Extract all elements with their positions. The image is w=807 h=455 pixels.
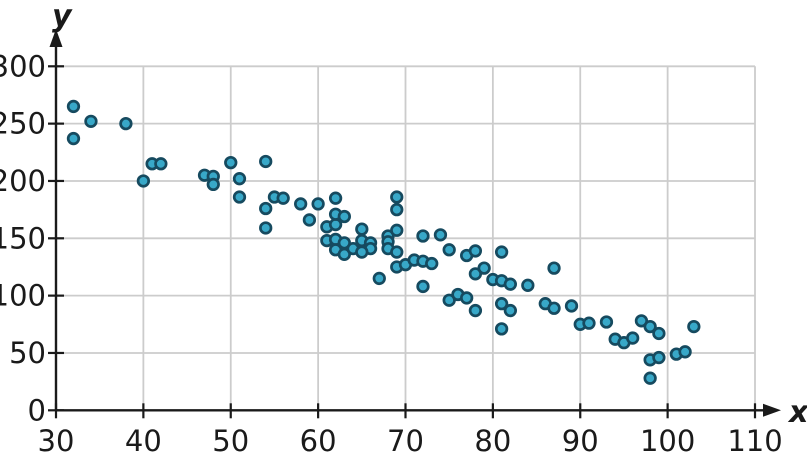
data-point bbox=[206, 177, 220, 192]
y-tick-label: 250 bbox=[0, 107, 46, 141]
y-tick-label: 0 bbox=[28, 393, 46, 427]
y-tick-label: 150 bbox=[0, 221, 46, 255]
data-point bbox=[119, 116, 133, 131]
data-point bbox=[328, 191, 343, 205]
x-tick-label: 30 bbox=[38, 424, 75, 455]
data-point bbox=[232, 190, 247, 204]
data-point bbox=[468, 244, 483, 258]
data-point bbox=[66, 99, 81, 114]
data-point bbox=[276, 191, 290, 205]
data-point bbox=[494, 245, 509, 259]
data-point bbox=[224, 155, 238, 170]
x-axis-title: x bbox=[789, 395, 807, 430]
data-point bbox=[259, 154, 273, 169]
data-point bbox=[477, 261, 491, 275]
data-point bbox=[425, 256, 439, 271]
data-point bbox=[416, 279, 430, 294]
data-point bbox=[136, 174, 151, 188]
y-tick-label: 200 bbox=[0, 164, 46, 198]
y-axis-title: y bbox=[52, 0, 72, 34]
data-point bbox=[521, 278, 535, 292]
data-point bbox=[643, 371, 657, 385]
x-tick-label: 60 bbox=[300, 424, 337, 455]
data-point bbox=[652, 326, 666, 341]
data-point bbox=[311, 197, 325, 211]
data-point bbox=[232, 172, 247, 186]
y-axis-arrowhead bbox=[49, 29, 63, 47]
x-tick-label: 110 bbox=[727, 424, 782, 455]
data-point bbox=[652, 350, 666, 365]
data-point bbox=[634, 314, 649, 328]
data-point bbox=[337, 209, 351, 224]
data-point bbox=[355, 245, 369, 259]
x-tick-label: 50 bbox=[212, 424, 249, 455]
data-point bbox=[643, 319, 657, 334]
x-axis-arrowhead bbox=[763, 403, 781, 417]
data-point bbox=[678, 345, 692, 359]
data-point bbox=[442, 293, 456, 307]
data-point bbox=[503, 277, 518, 291]
data-point bbox=[390, 190, 404, 204]
data-point bbox=[626, 331, 640, 345]
x-tick-label: 100 bbox=[640, 424, 695, 455]
data-point bbox=[687, 319, 701, 334]
data-point bbox=[66, 131, 81, 146]
x-tick-label: 40 bbox=[125, 424, 162, 455]
data-point bbox=[372, 271, 386, 286]
data-point bbox=[355, 222, 369, 236]
data-point bbox=[294, 197, 308, 211]
x-tick-label: 90 bbox=[562, 424, 599, 455]
data-point bbox=[547, 301, 561, 315]
data-point bbox=[84, 114, 98, 128]
y-tick-label: 50 bbox=[9, 336, 46, 370]
data-point bbox=[494, 322, 509, 336]
data-point bbox=[390, 245, 404, 259]
data-point bbox=[442, 243, 456, 257]
data-point bbox=[494, 297, 509, 311]
data-point bbox=[599, 315, 614, 329]
data-point bbox=[390, 223, 404, 237]
data-point bbox=[390, 202, 404, 217]
data-point bbox=[582, 316, 596, 330]
data-point bbox=[259, 201, 273, 216]
data-point bbox=[302, 213, 317, 227]
y-tick-label: 100 bbox=[0, 279, 46, 313]
y-tick-label: 300 bbox=[0, 49, 46, 83]
data-point bbox=[337, 247, 351, 262]
data-point bbox=[154, 157, 168, 171]
data-point bbox=[259, 221, 273, 235]
data-point bbox=[416, 229, 430, 243]
data-point bbox=[564, 299, 579, 313]
data-point bbox=[433, 228, 448, 242]
data-point bbox=[460, 291, 474, 305]
x-tick-label: 70 bbox=[387, 424, 424, 455]
data-point bbox=[468, 303, 483, 318]
data-point bbox=[503, 303, 518, 318]
data-point bbox=[547, 261, 561, 275]
x-tick-label: 80 bbox=[474, 424, 511, 455]
data-point bbox=[468, 267, 483, 281]
